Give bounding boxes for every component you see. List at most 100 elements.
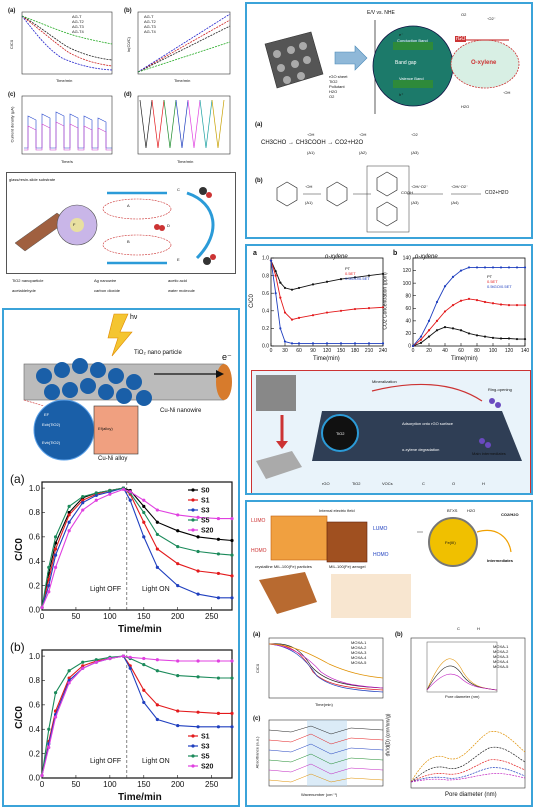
- data-point: [297, 316, 301, 319]
- data-point: [216, 725, 221, 729]
- cuni-chart-b-label: (b): [10, 640, 25, 654]
- data-point: [279, 296, 282, 299]
- y-tick-label: 1.0: [29, 484, 41, 493]
- data-point: [230, 516, 234, 521]
- light-off-label: Light OFF: [90, 758, 122, 765]
- top-right-svg: [264, 20, 520, 114]
- mof-chart-b-legend: MOXA-1 MOXA-2 MOXA-3 MOXA-4 MOXA-5: [493, 644, 508, 669]
- legend-label: S5: [201, 517, 210, 524]
- legend-label: S5: [201, 753, 210, 760]
- plot-mr-a-legend: PT 0.5ET 0.5tGO/0.5ET: [345, 266, 370, 281]
- scheme-a-label: (a): [255, 122, 263, 128]
- cuni-chart-b: 0 50 100 150 200 250 0.0 0.2 0.4 0.6 0.8 1.0 S1 S3 S5 S…: [6, 638, 236, 805]
- legend-b-item: AG-T3: [144, 24, 156, 29]
- data-point: [176, 584, 180, 588]
- data-point: [196, 659, 200, 663]
- scheme-b-oxidant: ·OH/·O2⁻: [411, 184, 429, 189]
- data-point: [367, 307, 371, 310]
- y-tick-label: 0.8: [29, 508, 41, 517]
- cuni-chart-a-label: (a): [10, 472, 25, 486]
- data-point: [499, 266, 503, 269]
- y-tick-label: 0: [408, 344, 411, 350]
- data-point: [507, 337, 511, 340]
- legend-tio2: TiO2: [329, 79, 338, 84]
- legend-moxa: MOXA-5: [351, 660, 367, 665]
- data-point: [459, 329, 463, 332]
- x-tick-label: 100: [489, 348, 498, 354]
- cuni-chart-b-svg: 0 50 100 150 200 250 0.0 0.2 0.4 0.6 0.8 1.0 S1 S3 S5 S…: [29, 649, 234, 789]
- x-tick-label: 150: [137, 780, 151, 789]
- light-on-label: Light ON: [142, 758, 170, 765]
- data-point: [196, 515, 200, 519]
- data-point: [196, 549, 200, 554]
- legend-mr-a-item: 0.5ET: [345, 271, 356, 276]
- evb-label: Evb(TiO2): [42, 440, 61, 445]
- legend-h: H: [477, 626, 480, 631]
- data-point: [67, 669, 71, 673]
- scheme-b-oxidant: ·OH: [305, 184, 313, 189]
- mof-chart-a-xlabel: Time(min): [315, 702, 333, 707]
- data-point: [155, 669, 159, 673]
- data-point: [176, 562, 180, 566]
- data-point: [81, 660, 85, 664]
- data-point: [274, 270, 277, 273]
- data-point: [196, 725, 200, 729]
- scheme-b-carboxyl: COOH: [401, 190, 413, 195]
- bandgap-label: Band gap: [395, 60, 417, 66]
- scheme-a-step: (A3): [411, 150, 419, 155]
- x-tick-label: 90: [310, 348, 316, 354]
- species-oh: ·OH: [503, 90, 511, 95]
- data-point: [230, 711, 234, 715]
- x-tick-label: 100: [103, 780, 117, 789]
- data-point: [67, 504, 71, 508]
- data-point: [467, 266, 471, 269]
- schematic-substrate-label: glass/resin-slide substrate: [9, 177, 56, 182]
- data-point: [142, 700, 146, 705]
- scheme-a-oxidant: ·OH: [307, 132, 315, 137]
- data-point: [515, 337, 519, 341]
- data-point: [325, 280, 329, 283]
- mechanism-svg: [14, 187, 216, 265]
- data-point: [142, 510, 146, 515]
- data-point: [94, 493, 98, 498]
- plot-mr-b-label: b: [393, 250, 398, 257]
- data-point: [176, 723, 180, 728]
- data-point: [499, 337, 503, 340]
- data-point: [196, 592, 200, 596]
- data-point: [176, 709, 180, 713]
- plot-mr-b: 0 20 40 60 80 100 120 140 0 20 40 60 80 100 120 140 b o…: [383, 248, 531, 366]
- data-point: [411, 344, 415, 348]
- x-tick-label: 40: [442, 348, 448, 354]
- data-point: [81, 501, 85, 505]
- plot-a-legend: AG-T AG-T2 AG-T3 AG-T4: [72, 14, 84, 34]
- mof-chart-c-label: (c): [253, 716, 261, 722]
- plot-mr-a-title: o-xylene: [325, 254, 348, 260]
- crystalline-label: crystalline MIL-100(Fe) particles: [255, 564, 312, 569]
- scheme-b-step: (A3): [411, 200, 419, 205]
- data-point: [47, 590, 51, 594]
- data-point: [53, 715, 58, 719]
- light-off-label: Light OFF: [90, 586, 122, 593]
- data-point: [53, 565, 58, 569]
- data-point: [94, 498, 98, 502]
- data-point: [155, 532, 159, 537]
- y-tick-label: 0.2: [29, 749, 41, 758]
- legend-acetic: acetic acid: [168, 278, 187, 283]
- legend-moxa: MOXA-2: [493, 649, 509, 654]
- data-point: [523, 337, 527, 341]
- data-point: [269, 259, 273, 262]
- cuni-chart-b-xlabel: Time/min: [118, 792, 162, 803]
- schematic-label-f: F: [73, 222, 76, 227]
- mof-chart-c-ylabel: Absorbance (a.u.): [254, 736, 260, 769]
- legend-o: O: [452, 481, 456, 486]
- data-point: [155, 547, 159, 551]
- data-point: [483, 300, 487, 304]
- data-point: [47, 727, 51, 731]
- data-point: [47, 565, 51, 569]
- data-point: [451, 327, 455, 330]
- scheme-a-oxidant: ·O2: [411, 132, 418, 137]
- data-point: [128, 490, 132, 494]
- data-point: [108, 488, 112, 493]
- data-point: [196, 675, 200, 679]
- schematic-label-b: B: [127, 239, 130, 244]
